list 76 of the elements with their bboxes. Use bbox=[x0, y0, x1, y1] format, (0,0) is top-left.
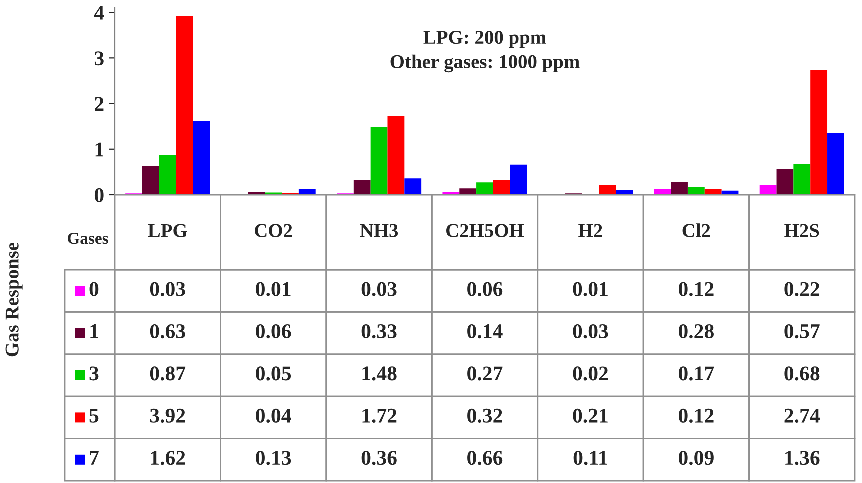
data-label: 2.74 bbox=[784, 408, 820, 424]
bar bbox=[654, 190, 672, 195]
bar bbox=[193, 121, 210, 195]
bar bbox=[404, 178, 422, 195]
data-label: 0.04 bbox=[256, 408, 292, 424]
bar bbox=[760, 184, 777, 195]
data-label: 0.32 bbox=[468, 408, 502, 424]
x-tick-label: Cl2 bbox=[682, 224, 710, 238]
bar bbox=[599, 185, 616, 195]
data-label: 0.03 bbox=[362, 282, 397, 296]
bar bbox=[794, 164, 811, 195]
data-label: 0.01 bbox=[573, 282, 608, 296]
data-label: 1.48 bbox=[362, 366, 397, 381]
data-label: 0.05 bbox=[256, 366, 292, 381]
y-tick-label: 1 bbox=[96, 142, 104, 157]
data-label: 0.02 bbox=[573, 366, 608, 381]
y-tick-label: 0 bbox=[94, 188, 104, 202]
data-label: 0.27 bbox=[468, 366, 503, 381]
data-label: 0.66 bbox=[468, 451, 503, 466]
legend-label: 5 bbox=[90, 409, 99, 423]
data-label: 0.22 bbox=[784, 282, 820, 296]
bar bbox=[510, 164, 528, 195]
x-tick-label: H2 bbox=[578, 224, 602, 238]
data-label: 0.57 bbox=[784, 324, 820, 339]
x-tick-label: H2S bbox=[784, 224, 820, 238]
bar bbox=[476, 182, 494, 195]
bar bbox=[298, 189, 316, 195]
data-label: 1.72 bbox=[362, 408, 397, 424]
data-label: 0.03 bbox=[573, 324, 608, 339]
data-label: 0.12 bbox=[678, 408, 714, 424]
bar bbox=[828, 132, 844, 195]
data-label: 0.33 bbox=[362, 324, 397, 339]
data-label: 3.92 bbox=[150, 408, 186, 424]
bar bbox=[704, 190, 722, 195]
data-label: 0.06 bbox=[256, 324, 292, 339]
data-label: 0.09 bbox=[678, 451, 714, 466]
bar bbox=[370, 128, 388, 195]
data-label: 0.01 bbox=[256, 282, 291, 296]
data-label: 0.63 bbox=[150, 324, 186, 339]
data-label: 0.11 bbox=[574, 451, 608, 466]
annotation: LPG: 200 ppm Other gases: 1000 ppm bbox=[390, 31, 580, 73]
data-label: 0.68 bbox=[784, 366, 820, 381]
bar bbox=[388, 116, 405, 195]
x-axis-title: Gases bbox=[68, 232, 108, 244]
bar bbox=[671, 182, 688, 195]
bar bbox=[142, 166, 160, 195]
x-tick-label: LPG bbox=[148, 224, 188, 238]
data-label: 0.06 bbox=[468, 282, 503, 296]
bar bbox=[776, 169, 794, 195]
y-axis-title: Gas Response bbox=[6, 242, 23, 357]
legend-label: 7 bbox=[90, 451, 99, 465]
data-label: 0.87 bbox=[150, 366, 186, 381]
bar bbox=[810, 70, 828, 195]
bar bbox=[159, 155, 176, 195]
x-tick-label: CO2 bbox=[255, 224, 292, 238]
y-tick-label: 4 bbox=[94, 6, 104, 20]
data-label: 0.14 bbox=[468, 324, 503, 339]
bar bbox=[493, 180, 510, 195]
data-label: 0.36 bbox=[362, 451, 397, 466]
data-label: 0.21 bbox=[573, 408, 608, 424]
data-label: 0.12 bbox=[678, 282, 714, 296]
bar bbox=[688, 187, 705, 195]
y-tick-label: 3 bbox=[94, 52, 104, 66]
x-tick-label: C2H5OH bbox=[446, 224, 524, 238]
data-label: 1.62 bbox=[151, 451, 186, 466]
data-label: 0.03 bbox=[150, 282, 186, 296]
bar bbox=[460, 188, 477, 195]
bar bbox=[354, 180, 371, 195]
data-label: 0.17 bbox=[678, 366, 714, 381]
data-label: 1.36 bbox=[786, 451, 820, 466]
data-label: 0.28 bbox=[678, 324, 714, 339]
x-tick-label: NH3 bbox=[360, 224, 398, 238]
data-label: 0.13 bbox=[256, 451, 292, 466]
y-tick-label: 2 bbox=[95, 97, 104, 112]
bar bbox=[616, 190, 633, 195]
bar bbox=[176, 16, 194, 195]
